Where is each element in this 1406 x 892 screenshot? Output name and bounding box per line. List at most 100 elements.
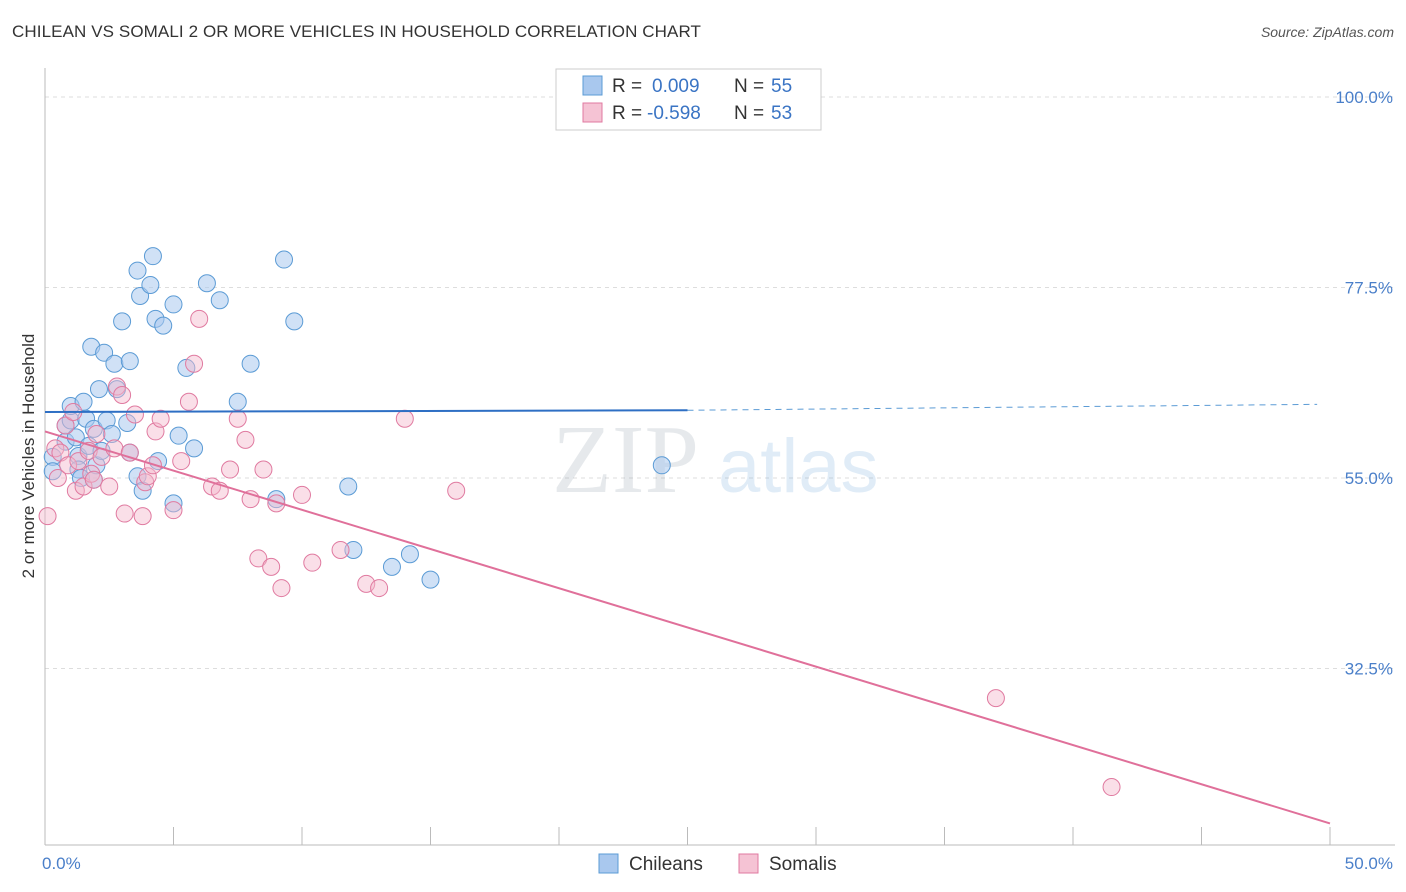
somalis-point <box>190 309 209 328</box>
somalis-trend-line <box>44 430 1331 825</box>
somalis-point <box>100 477 119 496</box>
bottom-legend-chileans: Chileans <box>629 854 703 875</box>
watermark-zip: ZIP <box>552 406 699 514</box>
x-tick-label-1: 50.0% <box>1345 854 1393 873</box>
somalis-point <box>262 557 281 576</box>
chileans-point <box>169 426 188 445</box>
legend-r-value-1: 0.009 <box>652 76 700 97</box>
chileans-point <box>344 540 363 559</box>
somalis-point <box>293 485 311 504</box>
chileans-point <box>164 494 183 513</box>
chileans-point <box>339 477 358 496</box>
somalis-point <box>267 494 286 513</box>
chileans-point <box>131 286 150 305</box>
chileans-point <box>143 247 162 266</box>
somalis-point <box>331 540 350 559</box>
chileans-trend-line <box>44 409 688 413</box>
somalis-point <box>87 424 106 443</box>
legend: R = 0.009 N = 55 R = -0.598 N = 53 <box>555 68 822 131</box>
somalis-point <box>370 579 389 598</box>
somalis-point <box>185 354 204 373</box>
chileans-point <box>275 250 294 269</box>
chileans-point <box>400 545 419 564</box>
chileans-trend-extension <box>687 403 1318 411</box>
somalis-point <box>249 549 268 568</box>
somalis-point <box>107 377 126 396</box>
chileans-points <box>43 247 671 589</box>
chileans-point <box>241 354 260 373</box>
somalis-point <box>254 460 273 479</box>
watermark-atlas: atlas <box>718 424 879 509</box>
legend-n-label-2: N = <box>734 103 764 124</box>
somalis-points <box>38 309 1121 797</box>
y-tick-label-3: 32.5% <box>1345 660 1393 679</box>
chileans-point <box>128 261 147 280</box>
somalis-point <box>133 507 152 526</box>
chileans-point <box>210 291 229 310</box>
chileans-point <box>105 354 124 373</box>
somalis-point <box>303 553 322 572</box>
somalis-point <box>151 409 170 428</box>
chileans-point <box>228 392 247 411</box>
somalis-point <box>272 579 291 598</box>
bottom-legend-swatch-chileans <box>598 853 619 874</box>
somalis-point <box>59 456 78 475</box>
chileans-point <box>285 312 304 331</box>
trend-lines <box>44 403 1331 825</box>
y-axis-label: 2 or more Vehicles in Household <box>19 334 38 579</box>
watermark: ZIP atlas <box>552 406 879 514</box>
somalis-point <box>125 405 144 424</box>
somalis-point <box>1102 778 1121 797</box>
chileans-point <box>652 456 671 475</box>
somalis-point <box>48 469 67 487</box>
gridlines <box>45 96 1395 669</box>
legend-r-value-2: -0.598 <box>647 103 701 124</box>
somalis-point <box>236 430 255 449</box>
legend-swatch-somalis <box>582 102 603 123</box>
legend-r-label-2: R = <box>612 103 642 124</box>
chileans-point <box>141 275 160 294</box>
somalis-point <box>38 507 57 526</box>
chileans-point <box>120 352 139 371</box>
somalis-point <box>115 504 134 523</box>
bottom-legend-somalis: Somalis <box>769 854 837 875</box>
legend-n-value-1: 55 <box>771 76 792 97</box>
chileans-point <box>421 570 440 589</box>
chileans-point <box>154 316 173 335</box>
somalis-point <box>395 409 414 428</box>
chileans-point <box>382 557 401 576</box>
bottom-legend-swatch-somalis <box>738 853 759 874</box>
y-tick-label-1: 77.5% <box>1345 279 1393 298</box>
chileans-point <box>84 419 103 438</box>
chileans-point <box>89 380 108 399</box>
chileans-point <box>113 312 132 331</box>
somalis-point <box>113 386 132 405</box>
somalis-point <box>172 452 191 471</box>
somalis-point <box>986 689 1005 708</box>
legend-n-value-2: 53 <box>771 103 792 124</box>
chileans-point <box>164 295 183 314</box>
bottom-legend: Chileans Somalis <box>598 853 837 875</box>
somalis-point <box>228 409 247 428</box>
legend-swatch-chileans <box>582 75 603 96</box>
chileans-point <box>185 439 204 458</box>
somalis-point <box>56 416 75 435</box>
chileans-point <box>95 343 114 362</box>
chileans-point <box>197 274 216 293</box>
somalis-point <box>447 481 466 500</box>
x-tick-label-0: 0.0% <box>42 854 81 873</box>
chileans-point <box>102 424 121 443</box>
tick-labels: 100.0% 77.5% 55.0% 32.5% 0.0% 50.0% <box>42 88 1393 873</box>
legend-r-label-1: R = <box>612 76 642 97</box>
chart-title: CHILEAN VS SOMALI 2 OR MORE VEHICLES IN … <box>12 22 702 41</box>
y-tick-label-2: 55.0% <box>1345 469 1393 488</box>
legend-n-label-1: N = <box>734 76 764 97</box>
somalis-point <box>179 392 198 411</box>
somalis-point <box>84 470 103 489</box>
somalis-point <box>138 467 157 486</box>
y-tick-label-0: 100.0% <box>1335 88 1393 107</box>
somalis-point <box>164 501 183 520</box>
source-label: Source: ZipAtlas.com <box>1260 24 1394 40</box>
somalis-point <box>221 460 240 479</box>
